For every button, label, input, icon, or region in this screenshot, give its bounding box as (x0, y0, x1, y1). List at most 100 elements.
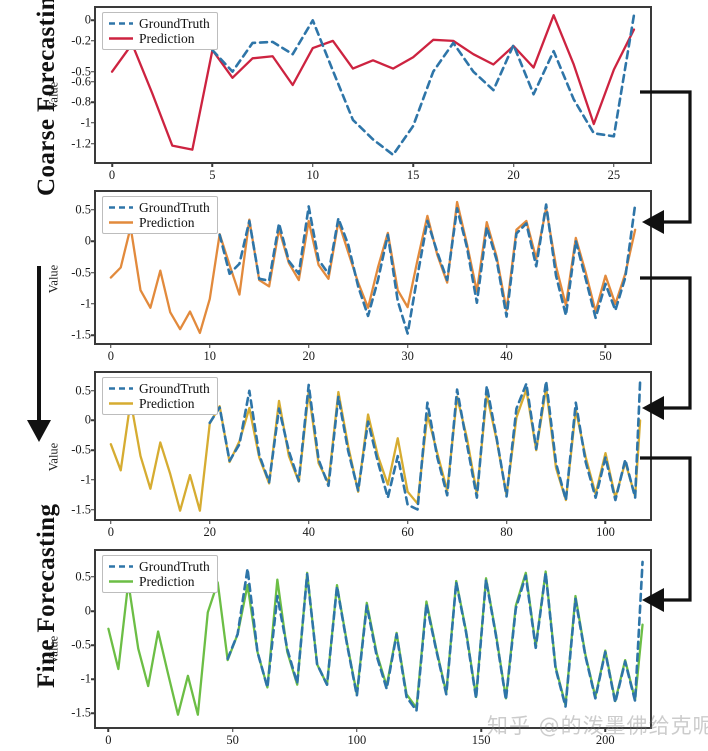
series-line-groundtruth (210, 381, 640, 509)
y-tick-mark (91, 101, 96, 104)
y-tick-label: 0.5 (75, 383, 91, 398)
x-tick-mark (406, 519, 409, 524)
x-tick-label: 0 (108, 168, 116, 182)
y-tick-label: -1 (80, 296, 91, 311)
x-tick-mark (107, 727, 110, 732)
legend-label-groundtruth: GroundTruth (139, 16, 210, 31)
y-tick-mark (91, 271, 96, 274)
y-tick-mark (91, 678, 96, 680)
y-axis-title: Value (46, 635, 61, 665)
series-line-groundtruth (212, 15, 634, 155)
x-tick-mark (209, 519, 211, 524)
forecast-panel-1: Value 0 -0.2 -0.5 -0.6 -0.8 -1 -1.2 0 5 10 15 20 25 Gr… (47, 6, 652, 186)
x-tick-mark (209, 343, 211, 348)
series-canvas (96, 551, 650, 727)
x-tick-label: 150 (471, 733, 491, 747)
x-tick-label: 40 (302, 525, 315, 539)
legend-line-swatch-groundtruth (108, 383, 134, 394)
plot-area: 0 -0.2 -0.5 -0.6 -0.8 -1 -1.2 0 5 10 15 20 25 GroundT… (71, 6, 652, 182)
x-tick-label: 100 (596, 525, 615, 539)
x-tick-label: 0 (107, 525, 114, 539)
y-tick-label: -1 (80, 671, 91, 686)
forecast-granularity-axis: Coarse Forecasting Fine Forecasting (0, 0, 60, 751)
legend-label-prediction: Prediction (139, 396, 195, 412)
y-tick-mark (91, 70, 96, 73)
x-tick-mark (505, 519, 508, 524)
legend-label-prediction: Prediction (139, 215, 195, 231)
x-tick-mark (604, 519, 607, 524)
y-tick-mark (91, 644, 96, 646)
x-tick-mark (110, 343, 112, 348)
y-tick-label: 0.5 (75, 569, 91, 584)
y-tick-label: -1 (80, 115, 91, 130)
y-tick-mark (91, 508, 96, 511)
y-axis-title: Value (46, 81, 61, 111)
legend-line-swatch-groundtruth (108, 202, 134, 213)
y-tick-mark (91, 334, 96, 337)
x-tick-label: 60 (401, 525, 414, 539)
series-line-groundtruth (220, 205, 636, 334)
legend-item-groundtruth: GroundTruth (108, 559, 210, 574)
series-line-groundtruth (228, 562, 643, 711)
series-canvas (96, 8, 650, 162)
y-tick-label: -0.5 (71, 265, 91, 280)
x-tick-mark (412, 162, 414, 167)
y-tick-mark (91, 40, 96, 42)
x-tick-label: 10 (203, 349, 217, 363)
x-tick-label: 20 (203, 525, 217, 539)
legend-item-prediction: Prediction (108, 574, 210, 589)
x-tick-mark (211, 162, 214, 167)
y-tick-mark (91, 576, 96, 578)
x-tick-label: 0 (105, 733, 112, 747)
x-tick-label: 80 (500, 525, 513, 539)
y-tick-mark (91, 419, 96, 422)
legend-item-groundtruth: GroundTruth (108, 381, 210, 396)
y-tick-label: 0 (84, 233, 91, 248)
y-tick-mark (91, 449, 96, 451)
forecast-panel-2: Value 0.5 0 -0.5 -1 -1.5 0 10 20 30 40 50 GroundTrut… (47, 190, 652, 367)
legend-item-prediction: Prediction (108, 396, 210, 411)
legend-item-groundtruth: GroundTruth (108, 16, 210, 31)
y-axis-title: Value (46, 442, 61, 472)
y-tick-label: -0.5 (71, 637, 91, 652)
legend-item-groundtruth: GroundTruth (108, 200, 210, 215)
y-tick-label: -0.2 (71, 33, 91, 48)
x-tick-label: 30 (401, 349, 414, 363)
plot-area: 0.5 0 -0.5 -1 -1.5 0 20 40 60 80 100 GroundTruth Pre… (71, 371, 652, 539)
legend: GroundTruth Prediction (102, 12, 218, 51)
legend-item-prediction: Prediction (108, 215, 210, 230)
y-tick-mark (91, 479, 96, 481)
y-tick-label: 0 (84, 603, 91, 618)
legend-label-groundtruth: GroundTruth (139, 559, 210, 574)
x-tick-label: 20 (302, 349, 315, 363)
x-tick-mark (111, 162, 113, 167)
x-tick-mark (604, 727, 607, 732)
legend: GroundTruth Prediction (102, 555, 218, 594)
series-line-prediction (112, 15, 634, 149)
plot-area: 0.5 0 -0.5 -1 -1.5 0 50 100 150 200 Time GroundTrut… (71, 549, 652, 751)
x-tick-mark (110, 519, 112, 524)
x-tick-mark (307, 343, 310, 348)
y-tick-mark (91, 142, 96, 145)
x-tick-label: 15 (406, 168, 420, 182)
y-tick-mark (91, 712, 96, 715)
x-tick-mark (512, 162, 515, 167)
y-tick-mark (91, 240, 96, 242)
y-tick-label: 0.5 (75, 202, 91, 217)
y-tick-label: -0.8 (71, 94, 91, 109)
legend: GroundTruth Prediction (102, 196, 218, 235)
legend-label-prediction: Prediction (139, 574, 195, 590)
plot-area: 0.5 0 -0.5 -1 -1.5 0 10 20 30 40 50 GroundTruth Pred… (71, 190, 652, 363)
granularity-arrow-head-icon (27, 420, 51, 442)
legend: GroundTruth Prediction (102, 377, 218, 416)
x-tick-mark (312, 162, 314, 167)
legend-line-swatch-prediction (108, 398, 134, 409)
x-tick-label: 100 (347, 733, 367, 747)
x-axis-title: Time (358, 749, 387, 751)
x-tick-mark (505, 343, 508, 348)
y-tick-mark (91, 81, 96, 83)
y-axis-title: Value (46, 264, 61, 293)
y-tick-label: -0.5 (71, 64, 91, 79)
legend-line-swatch-prediction (108, 217, 134, 228)
